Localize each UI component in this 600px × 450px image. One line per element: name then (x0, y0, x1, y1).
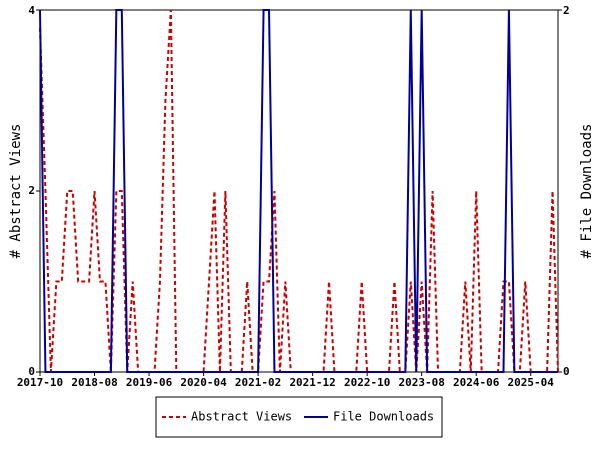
series-line (39, 9, 559, 373)
series-line (39, 9, 558, 373)
legend-label: File Downloads (333, 410, 434, 424)
x-tick-label: 2020-04 (180, 376, 227, 389)
x-tick-label: 2025-04 (508, 376, 555, 389)
y2-tick-label: 2 (563, 4, 570, 17)
x-tick-label: 2023-08 (399, 376, 445, 389)
y-tick-label: 0 (28, 365, 35, 378)
x-tick-label: 2018-08 (71, 376, 117, 389)
x-tick-label: 2021-12 (289, 376, 335, 389)
y-tick-label: 2 (28, 184, 35, 197)
y-axis-label: # Abstract Views (8, 124, 24, 259)
x-tick-label: 2017-10 (17, 376, 63, 389)
y2-axis-label: # File Downloads (579, 124, 595, 259)
legend-box (155, 396, 443, 438)
x-tick-label: 2019-06 (126, 376, 173, 389)
x-tick-label: 2021-02 (235, 376, 281, 389)
legend-label: Abstract Views (191, 410, 292, 424)
x-tick-label: 2024-06 (453, 376, 500, 389)
y2-tick-label: 0 (563, 365, 570, 378)
y-tick-label: 4 (28, 4, 35, 17)
x-tick-label: 2022-10 (344, 376, 390, 389)
